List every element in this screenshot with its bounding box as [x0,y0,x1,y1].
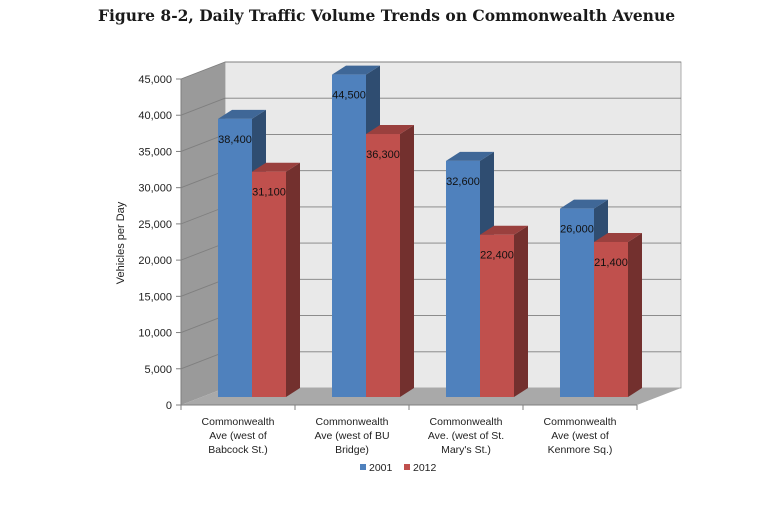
gridline-side [180,170,226,189]
data-label: 26,000 [560,224,594,236]
bar-2012-3 [480,225,528,397]
bar-top [480,225,528,235]
bar-front [218,118,252,398]
bar-front [252,171,286,397]
bar-front [366,134,400,397]
y-tick-label: 30,000 [138,183,172,195]
bar-2012-4 [594,232,642,397]
data-label: 44,500 [332,90,366,102]
category-label: Commonwealth Ave. (west of St. Mary's St.) [428,416,504,456]
side-wall [181,62,225,405]
bar-2012-1 [252,162,300,397]
legend-label-2001: 2001 [369,462,393,474]
figure-title: Figure 8-2, Daily Traffic Volume Trends … [98,6,676,25]
gridline-side [180,61,226,80]
y-tick-label: 25,000 [138,219,172,231]
data-label: 38,400 [218,134,252,146]
legend-swatch-2001 [360,464,366,470]
bar-side [400,125,414,397]
category-label: Commonwealth Ave (west of Kenmore Sq.) [544,416,617,456]
bar-2012-2 [366,125,414,397]
floor [181,388,681,405]
data-label: 36,300 [366,149,400,161]
legend-label-2012: 2012 [413,462,437,474]
category-label: Commonwealth Ave (west of Babcock St.) [202,416,275,456]
bar-top [594,232,642,242]
bar-front [594,241,628,397]
bars [218,65,642,398]
bar-top [446,151,494,161]
y-tick-label: 45,000 [138,74,172,86]
y-tick-label: 20,000 [138,255,172,267]
bar-top [332,65,380,75]
y-axis-label: Vehicles per Day [115,201,127,284]
data-label: 31,100 [252,187,286,199]
legend: 2001 2012 [360,462,437,474]
gridline-side [180,97,226,116]
bar-front [480,234,514,397]
bar-top [366,125,414,135]
y-tick-label: 0 [166,400,172,412]
x-axis: Commonwealth Ave (west of Babcock St.) Comm… [180,404,638,456]
gridline-side [180,351,226,370]
bar-side [628,232,642,397]
bar-top [218,109,266,119]
bar-side [514,225,528,397]
gridline-side [180,278,226,297]
bar-front [560,208,594,397]
y-tick-label: 5,000 [144,364,172,376]
category-label: Commonwealth Ave (west of BU Bridge) [314,416,389,456]
legend-swatch-2012 [404,464,410,470]
bar-top [560,199,608,209]
data-labels: 38,400 44,500 32,600 26,000 31,100 36,300 22,4… [218,90,628,269]
data-label: 32,600 [446,176,480,188]
data-label: 22,400 [480,250,514,262]
gridline-side [180,206,226,225]
gridline-side [180,242,226,261]
y-tick-label: 40,000 [138,110,172,122]
bar-front [332,74,366,397]
bar-side [286,162,300,397]
data-label: 21,400 [594,257,628,269]
gridline-side [180,315,226,333]
y-tick-label: 10,000 [138,328,172,340]
y-tick-label: 35,000 [138,146,172,158]
y-tick-label: 15,000 [138,291,172,303]
bar-top [252,162,300,172]
y-axis: 0 5,000 10,000 15,000 20,000 25,000 30,000 35,0… [138,74,182,412]
gridline-side [180,134,226,152]
bar-front [446,160,480,397]
